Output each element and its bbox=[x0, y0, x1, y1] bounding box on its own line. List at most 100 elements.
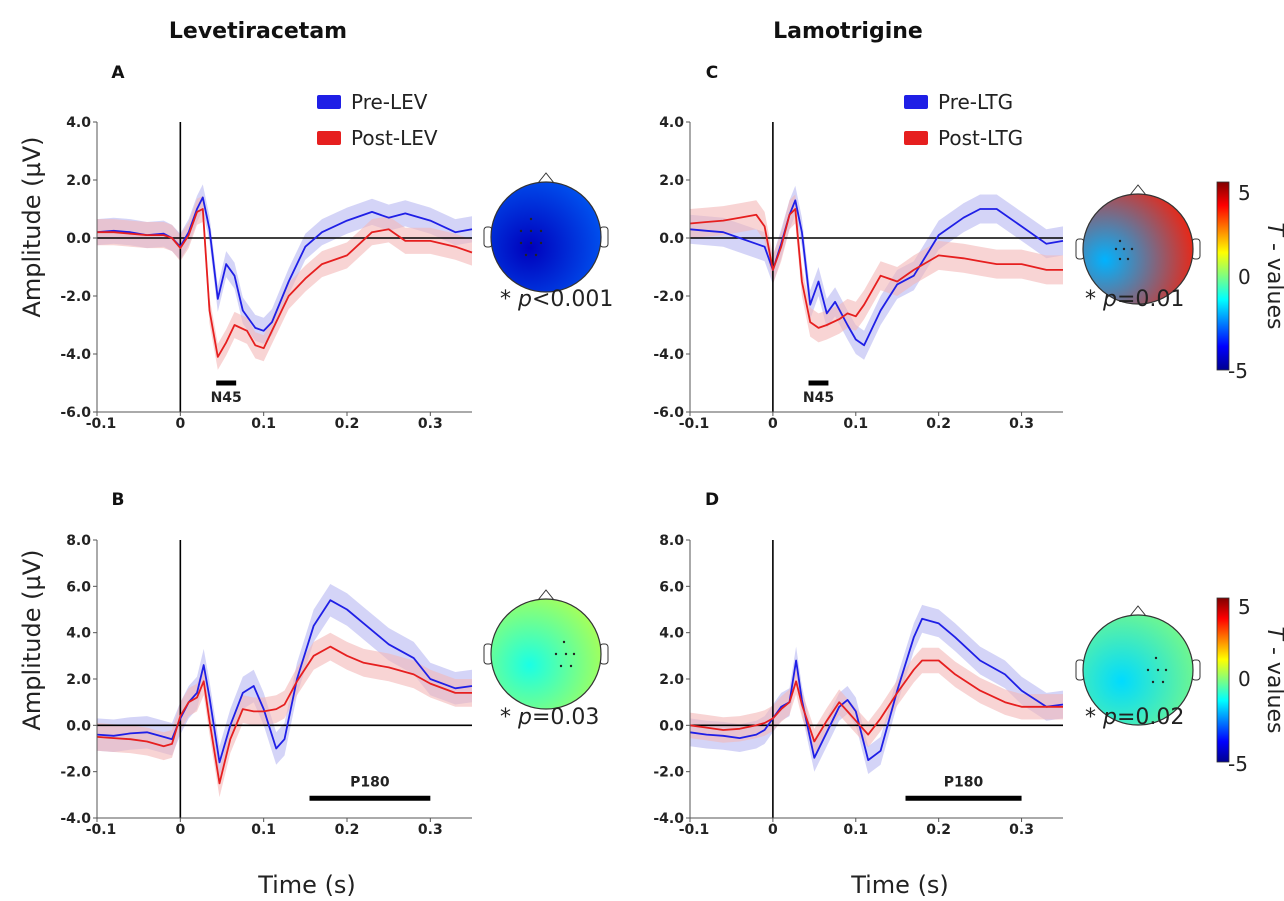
electrode-dot bbox=[1114, 247, 1118, 251]
x-tick-label: -0.1 bbox=[86, 822, 117, 838]
y-tick-label: 4.0 bbox=[659, 626, 684, 642]
electrode-dot bbox=[1156, 668, 1160, 672]
y-tick-label: 2.0 bbox=[66, 672, 91, 688]
y-tick-label: -2.0 bbox=[653, 289, 684, 305]
series-line-post bbox=[689, 659, 1063, 743]
scalp-topography bbox=[483, 172, 609, 293]
legend: Pre-LTG Post-LTG bbox=[904, 90, 1023, 150]
x-tick-label: 0.1 bbox=[843, 416, 868, 432]
colorbar-tick-min: -5 bbox=[1228, 359, 1248, 383]
y-tick-label: 2.0 bbox=[659, 672, 684, 688]
electrode-dot bbox=[529, 217, 533, 221]
ci-band-post bbox=[97, 195, 472, 370]
x-tick-label: 0.3 bbox=[418, 822, 443, 838]
y-tick-label: 8.0 bbox=[66, 533, 91, 549]
y-tick-label: -2.0 bbox=[60, 765, 91, 781]
y-tick-label: 0.0 bbox=[66, 231, 91, 247]
x-tick-label: 0.1 bbox=[251, 416, 276, 432]
y-tick-label: -4.0 bbox=[653, 347, 684, 363]
series-line-pre bbox=[689, 199, 1064, 347]
ci-band-pre bbox=[97, 584, 472, 779]
x-tick-label: 0 bbox=[175, 822, 185, 838]
x-tick-label: 0.1 bbox=[251, 822, 276, 838]
y-tick-label: -6.0 bbox=[653, 405, 684, 421]
x-tick-label: 0 bbox=[768, 822, 778, 838]
y-tick-label: 4.0 bbox=[66, 115, 91, 131]
scalp-topography bbox=[1075, 605, 1201, 726]
panel-letter: D bbox=[705, 490, 719, 510]
electrode-dot bbox=[524, 253, 528, 257]
x-tick-label: 0.2 bbox=[335, 822, 360, 838]
scalp-map bbox=[1082, 614, 1194, 726]
legend-label: Post-LTG bbox=[938, 126, 1023, 150]
x-tick-label: 0.2 bbox=[926, 822, 951, 838]
component-label: N45 bbox=[803, 390, 834, 406]
colorbar-tick-zero: 0 bbox=[1238, 667, 1251, 691]
electrode-dot bbox=[1130, 247, 1134, 251]
colorbar-tick-zero: 0 bbox=[1238, 265, 1251, 289]
y-tick-label: -4.0 bbox=[60, 347, 91, 363]
p-value-label: * p=0.02 bbox=[1085, 705, 1184, 730]
p-value-label: * p=0.01 bbox=[1085, 287, 1184, 312]
x-tick-label: 0.3 bbox=[1009, 822, 1034, 838]
colorbar-bottom: 5 0 -5 T - values bbox=[1216, 595, 1284, 776]
electrode-dot bbox=[1154, 656, 1158, 660]
x-tick-label: -0.1 bbox=[679, 416, 710, 432]
x-tick-label: 0 bbox=[768, 416, 778, 432]
x-tick-label: -0.1 bbox=[679, 822, 710, 838]
electrode-dot bbox=[1126, 257, 1130, 261]
x-tick-label: 0.3 bbox=[418, 416, 443, 432]
electrode-dot bbox=[569, 664, 573, 668]
y-tick-label: -6.0 bbox=[60, 405, 91, 421]
panel-letter: B bbox=[112, 490, 125, 510]
y-tick-label: -2.0 bbox=[60, 289, 91, 305]
y-tick-label: -4.0 bbox=[60, 811, 91, 827]
colorbar-tick-min: -5 bbox=[1228, 752, 1248, 776]
ci-band-post bbox=[97, 632, 472, 798]
colorbar-gradient bbox=[1216, 597, 1230, 763]
column-title-levetiracetam: Levetiracetam bbox=[169, 19, 347, 44]
y-tick-label: 2.0 bbox=[66, 173, 91, 189]
panel-letter: C bbox=[706, 63, 718, 83]
p-value-label: * p<0.001 bbox=[500, 287, 613, 312]
x-tick-label: 0.2 bbox=[926, 416, 951, 432]
electrode-dot bbox=[1161, 680, 1165, 684]
x-tick-label: 0 bbox=[175, 416, 185, 432]
scalp-topography bbox=[483, 589, 609, 710]
scalp-map bbox=[490, 598, 602, 710]
panel-a: A 4.0 2.0 0.0 -2.0 -4.0 -6.0-0.1 0 0.1 0.2 0.3 N45 P… bbox=[60, 63, 613, 432]
legend-swatch-pre bbox=[317, 95, 341, 109]
colorbar-label: T - values bbox=[1262, 627, 1284, 734]
colorbar-tick-max: 5 bbox=[1238, 181, 1251, 205]
series-line-pre bbox=[96, 599, 473, 764]
y-tick-label: 0.0 bbox=[659, 231, 684, 247]
electrode-dot bbox=[519, 229, 523, 233]
electrode-dot bbox=[534, 253, 538, 257]
colorbar-tick-max: 5 bbox=[1238, 595, 1251, 619]
scalp-map bbox=[1082, 193, 1194, 305]
legend-swatch-pre bbox=[904, 95, 928, 109]
panel-c: C 4.0 2.0 0.0 -2.0 -4.0 -6.0-0.1 0 0.1 0.2 0.3 N45 P… bbox=[653, 63, 1201, 432]
ci-band-post bbox=[690, 647, 1063, 755]
electrode-dot bbox=[559, 664, 563, 668]
legend: Pre-LEV Post-LEV bbox=[317, 90, 438, 150]
series-line-post bbox=[689, 208, 1063, 329]
colorbar-gradient bbox=[1216, 181, 1230, 371]
y-tick-label: 8.0 bbox=[659, 533, 684, 549]
legend-label: Pre-LEV bbox=[351, 90, 428, 114]
series-line-pre bbox=[689, 617, 1064, 761]
electrode-dot bbox=[519, 241, 523, 245]
electrode-dot bbox=[1146, 668, 1150, 672]
panel-b: B 8.0 6.0 4.0 2.0 0.0 -2.0 -4.0-0.1 0 0.1 0.2 0.3 P1… bbox=[60, 490, 609, 838]
legend-label: Post-LEV bbox=[351, 126, 438, 150]
electrode-dot bbox=[1164, 668, 1168, 672]
electrode-dot bbox=[529, 241, 533, 245]
y-tick-label: -2.0 bbox=[653, 765, 684, 781]
column-title-lamotrigine: Lamotrigine bbox=[773, 19, 923, 44]
y-axis-title-bottom: Amplitude (µV) bbox=[18, 549, 46, 730]
electrode-dot bbox=[539, 229, 543, 233]
electrode-dot bbox=[529, 229, 533, 233]
y-tick-label: 6.0 bbox=[66, 579, 91, 595]
series-line-post bbox=[97, 208, 473, 358]
colorbar-top: 5 0 -5 T - values bbox=[1216, 181, 1284, 383]
